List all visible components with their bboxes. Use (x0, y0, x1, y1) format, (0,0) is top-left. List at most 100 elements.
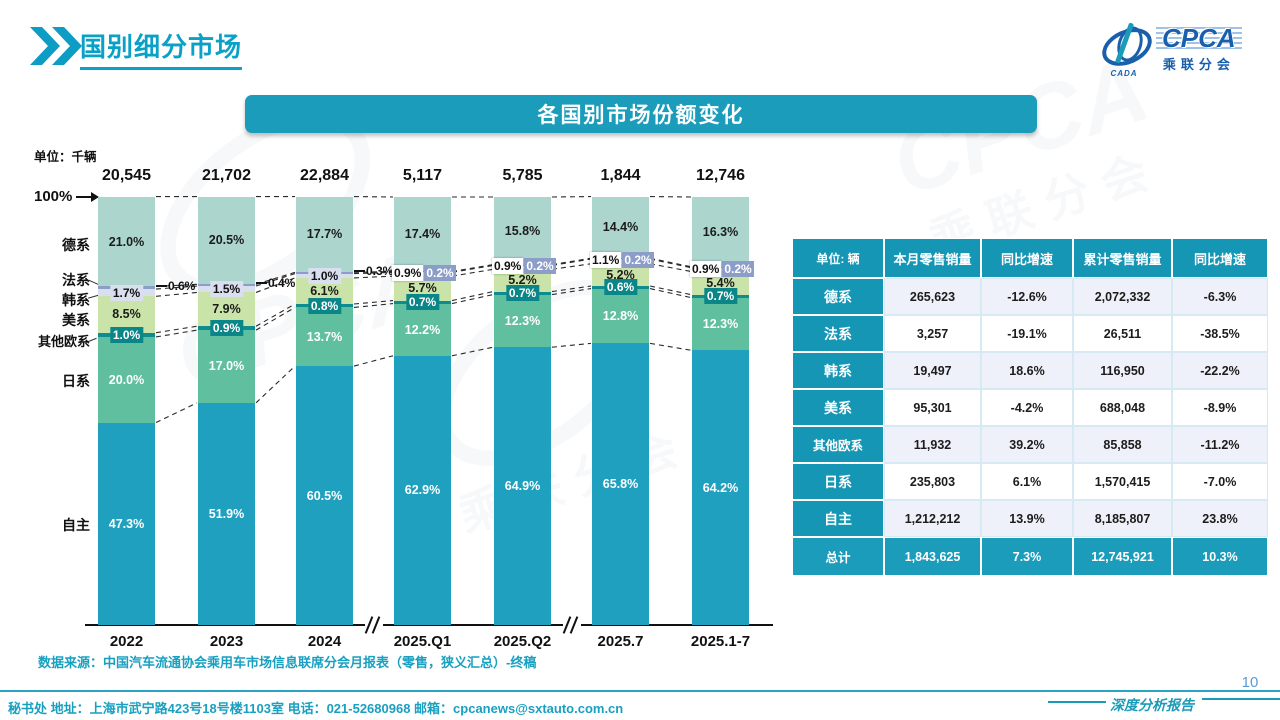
segment-label: 62.9% (404, 483, 441, 498)
table-row-label-japan: 日系 (792, 463, 884, 500)
table-cell-domestic: 13.9% (981, 500, 1073, 537)
segment-label: 60.5% (306, 488, 343, 503)
segment-label: 0.2% (424, 265, 456, 282)
segment-label: 64.9% (504, 479, 541, 494)
segment-label: 0.8% (307, 297, 342, 314)
table-cell-usa: -4.2% (981, 389, 1073, 426)
bar-total: 12,746 (696, 167, 745, 184)
table-row-label-france: 法系 (792, 315, 884, 352)
segment-label: 17.4% (404, 227, 441, 242)
table-cell-domestic: 23.8% (1172, 500, 1268, 537)
axis-label-other-europe: 其他欧系 (37, 334, 90, 349)
bar-segment-japan (494, 294, 551, 348)
table-cell-domestic: 1,212,212 (884, 500, 981, 537)
table-cell-france: -38.5% (1172, 315, 1268, 352)
segment-label: 0.2% (622, 252, 654, 269)
report-label-line (1202, 698, 1280, 700)
table-cell-germany: -6.3% (1172, 278, 1268, 315)
bar-total: 5,785 (502, 167, 543, 184)
dash-icon (156, 284, 167, 287)
footer-divider (0, 690, 1280, 692)
table-cell-japan: 1,570,415 (1073, 463, 1172, 500)
table-cell-france: -19.1% (981, 315, 1073, 352)
segment-label: 0.9% (492, 258, 524, 275)
axis-label-usa: 美系 (62, 312, 90, 328)
x-axis-label: 2025.Q2 (493, 633, 552, 650)
table-header-cell: 单位: 辆 (792, 238, 884, 278)
table-row-label-usa: 美系 (792, 389, 884, 426)
axis-break (364, 615, 383, 635)
table-row-label-germany: 德系 (792, 278, 884, 315)
table-header-cell: 本月零售销量 (884, 238, 981, 278)
axis-label-germany: 德系 (62, 237, 90, 253)
table-cell-france: 3,257 (884, 315, 981, 352)
bar-segment-domestic (692, 350, 749, 625)
segment-label: 0.2% (524, 258, 556, 275)
table-cell-germany: 265,623 (884, 278, 981, 315)
segment-label: 47.3% (108, 516, 145, 531)
table-header-cell: 累计零售销量 (1073, 238, 1172, 278)
segment-label: 15.8% (504, 223, 541, 238)
bar-total: 5,117 (402, 167, 443, 184)
table-cell-usa: 95,301 (884, 389, 981, 426)
segment-label: 12.3% (702, 316, 739, 331)
bar-segment-domestic (494, 347, 551, 625)
segment-label: 0.9% (392, 265, 424, 282)
bar-segment-germany (394, 197, 451, 272)
segment-label: 64.2% (702, 480, 739, 495)
axis-label-japan: 日系 (62, 373, 90, 389)
emblem-text: CADA (1110, 69, 1138, 78)
segment-label: 7.9% (212, 302, 241, 317)
report-label-line (1048, 701, 1106, 703)
segment-label: 8.5% (112, 307, 141, 322)
table-row-label-korea: 韩系 (792, 352, 884, 389)
x-axis-label: 2024 (307, 633, 342, 650)
chart-title-banner: 各国别市场份额变化 (245, 95, 1037, 133)
segment-label: 5.2% (606, 267, 635, 282)
bar-total: 21,702 (202, 167, 251, 184)
axis-label-domestic: 自主 (62, 517, 90, 533)
segment-label: 14.4% (602, 220, 639, 235)
bar-segment-domestic (592, 343, 649, 625)
bar-segment-japan (98, 336, 155, 423)
bar-segment-japan (592, 288, 649, 344)
bar-segment-japan (198, 330, 255, 403)
logo-subtitle: 乘联分会 (1162, 56, 1235, 72)
bar-segment-germany (692, 197, 749, 267)
table-cell-total: 10.3% (1172, 537, 1268, 576)
bar-segment-domestic (98, 422, 155, 625)
table-row-label-domestic: 自主 (792, 500, 884, 537)
segment-label: 12.3% (504, 313, 541, 328)
table-cell-usa: 688,048 (1073, 389, 1172, 426)
table-cell-total: 7.3% (981, 537, 1073, 576)
segment-label: 0.2% (722, 260, 754, 277)
segment-label: 21.0% (108, 234, 145, 249)
y-axis-100-label: 100% (34, 188, 73, 205)
segment-label: 6.1% (310, 283, 339, 298)
bar-segment-germany (592, 196, 649, 259)
segment-label-pair: 1.1% 0.2% (590, 252, 654, 269)
segment-label: 0.6% (168, 278, 196, 293)
footer-contact: 秘书处 地址：上海市武宁路423号18号楼1103室 电话：021-526809… (8, 701, 624, 716)
segment-label: 20.5% (208, 233, 245, 248)
segment-label-outside: 0.3% (354, 264, 393, 278)
x-axis-line (85, 624, 773, 626)
bar-segment-germany (494, 197, 551, 265)
segment-label: 1.0% (109, 326, 144, 343)
dash-icon (354, 269, 365, 272)
segment-label: 20.0% (108, 372, 145, 387)
cada-swirl-icon: CADA (1096, 20, 1158, 78)
segment-label: 16.3% (702, 224, 739, 239)
table-cell-france: 26,511 (1073, 315, 1172, 352)
arrow-right-icon (76, 192, 99, 202)
table-cell-other-europe: 85,858 (1073, 426, 1172, 463)
segment-label: 51.9% (208, 506, 245, 521)
data-source-note: 数据来源：中国汽车流通协会乘用车市场信息联席分会月报表（零售，狭义汇总）-终稿 (38, 655, 537, 670)
unit-label: 单位：千辆 (34, 150, 97, 164)
segment-label: 0.3% (366, 263, 394, 278)
table-cell-germany: -12.6% (981, 278, 1073, 315)
segment-label: 0.9% (209, 320, 244, 337)
segment-label-pair: 0.9% 0.2% (392, 265, 456, 282)
